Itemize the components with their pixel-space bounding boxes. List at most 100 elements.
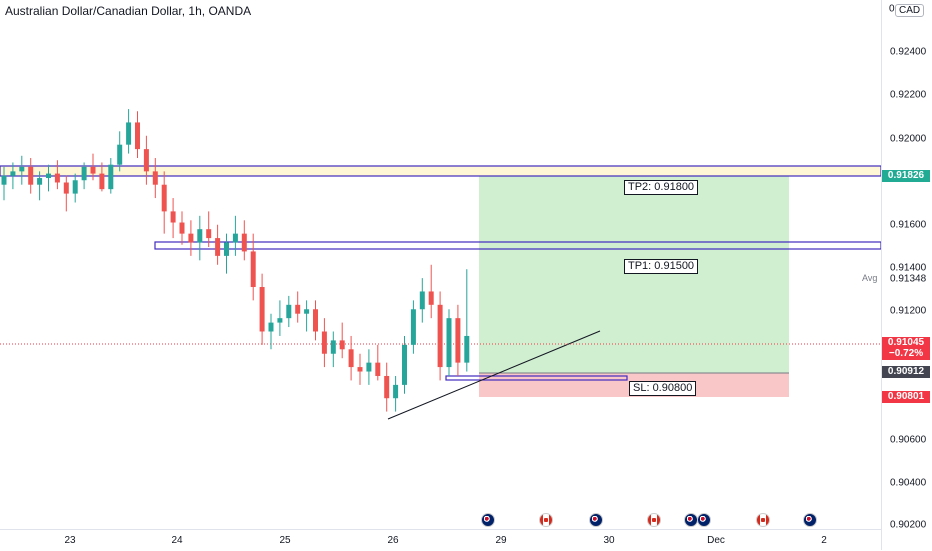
time-label: 25 (279, 535, 291, 546)
candle-body (81, 166, 87, 181)
time-label: 26 (387, 535, 399, 546)
candle-body (375, 362, 381, 376)
candle-body (393, 384, 399, 399)
chart-title: Australian Dollar/Canadian Dollar, 1h, O… (5, 4, 252, 18)
candles (1, 109, 470, 412)
candle-body (99, 173, 105, 190)
price-label: 0.91200 (890, 305, 927, 317)
candle-body (348, 349, 354, 368)
candle-body (152, 171, 158, 185)
au-flag-icon[interactable] (589, 513, 603, 527)
price-label: 0.90600 (890, 434, 927, 446)
last-price-tag: 0.91045 (882, 337, 930, 349)
candle-body (250, 251, 256, 288)
profit-zone[interactable] (479, 176, 789, 373)
candle-body (197, 229, 203, 243)
candle-body (54, 173, 60, 183)
au-flag-icon[interactable] (684, 513, 698, 527)
time-axis[interactable] (0, 529, 881, 551)
candle-body (304, 309, 310, 314)
au-flag-icon[interactable] (803, 513, 817, 527)
candle-body (446, 318, 452, 368)
candle-body (268, 322, 274, 332)
candle-body (143, 149, 149, 172)
au-flag-icon[interactable] (481, 513, 495, 527)
upper-zone[interactable] (0, 165, 881, 177)
candle-body (72, 180, 78, 194)
time-label: Dec (707, 535, 725, 546)
time-label: 30 (603, 535, 615, 546)
candle-body (90, 166, 96, 174)
candle-body (330, 340, 336, 354)
candle-body (384, 375, 390, 399)
tp1-label[interactable]: TP1: 0.91500 (624, 259, 699, 274)
top-line-price-tag: 0.91826 (882, 170, 930, 182)
ca-flag-icon[interactable] (756, 513, 770, 527)
candle-body (170, 211, 176, 223)
last-price-change: −0.72% (882, 348, 930, 360)
trendline[interactable] (387, 330, 601, 420)
time-label: 24 (171, 535, 183, 546)
candle-body (366, 362, 372, 372)
time-label: 2 (821, 535, 827, 546)
candle-body (286, 304, 292, 319)
candle-body (321, 331, 327, 354)
price-label: 0.92200 (890, 89, 927, 101)
candle-body (428, 291, 434, 305)
candle-body (117, 144, 123, 165)
avg-value: 0.91348 (890, 273, 927, 285)
candle-body (357, 367, 363, 372)
candle-body (135, 122, 140, 150)
price-label: 0.90400 (890, 477, 927, 489)
candle-body (339, 340, 345, 350)
candle-body (295, 304, 301, 314)
entry-zone[interactable] (445, 375, 628, 381)
candle-body (28, 166, 34, 185)
candle-body (437, 304, 443, 368)
candle-body (455, 318, 461, 363)
price-label: 0.91600 (890, 219, 927, 231)
candle-body (206, 229, 212, 239)
candle-body (10, 171, 16, 176)
entry-price-tag: 0.90912 (882, 366, 930, 378)
currency-button[interactable]: CAD (895, 4, 925, 17)
candle-body (313, 309, 318, 332)
price-axis[interactable] (881, 0, 932, 550)
candle-body (179, 222, 185, 234)
stop-price-tag: 0.90801 (882, 391, 930, 403)
au-flag-icon[interactable] (697, 513, 711, 527)
price-label: 0.91400 (890, 262, 927, 274)
candle-body (37, 178, 43, 185)
price-label: 0.92000 (890, 133, 927, 145)
ca-flag-icon[interactable] (539, 513, 553, 527)
candle-body (63, 182, 69, 194)
candle-body (224, 242, 229, 256)
candle-body (277, 318, 283, 323)
avg-label: Avg (862, 273, 878, 283)
time-label: 23 (64, 535, 76, 546)
candle-body (126, 122, 132, 145)
time-label: 29 (495, 535, 507, 546)
candle-body (464, 335, 470, 363)
candle-body (259, 287, 265, 332)
candle-body (402, 344, 407, 385)
price-plot[interactable] (0, 0, 881, 529)
candle-body (410, 309, 416, 345)
candle-body (241, 233, 247, 252)
candle-body (232, 233, 238, 243)
candle-body (161, 184, 167, 212)
candle-body (215, 238, 221, 256)
candle-body (188, 233, 194, 243)
candle-body (108, 164, 114, 190)
tp2-label[interactable]: TP2: 0.91800 (624, 180, 699, 195)
price-axis-zero: 0 (889, 3, 895, 15)
candle-body (419, 291, 425, 310)
middle-zone[interactable] (154, 241, 881, 250)
candle-body (19, 166, 25, 172)
ca-flag-icon[interactable] (647, 513, 661, 527)
price-label: 0.90200 (890, 519, 927, 531)
candle-body (1, 175, 7, 185)
sl-label[interactable]: SL: 0.90800 (629, 381, 697, 396)
candle-body (46, 173, 51, 179)
